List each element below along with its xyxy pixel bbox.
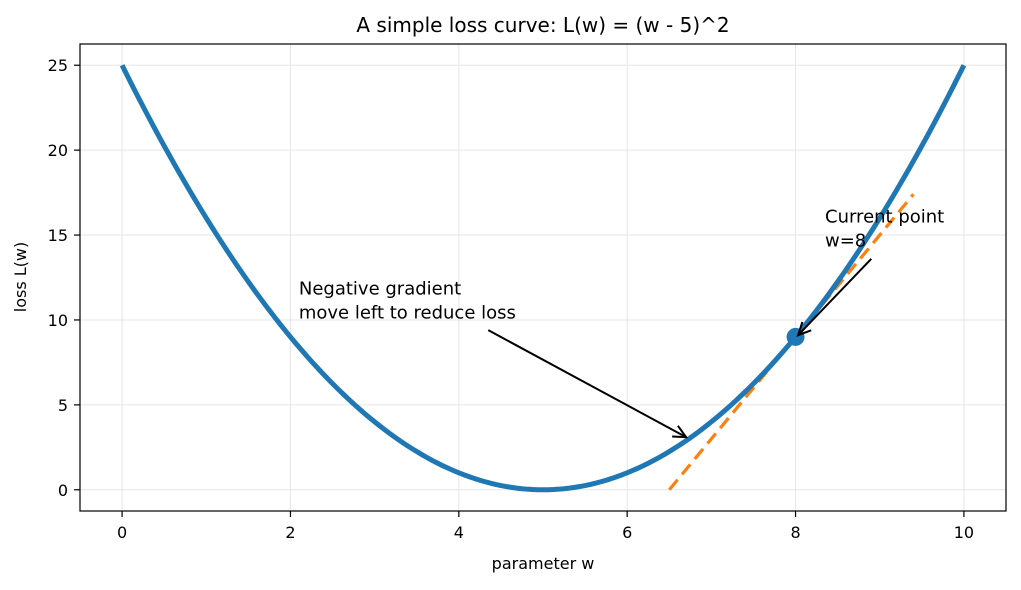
chart-title: A simple loss curve: L(w) = (w - 5)^2 (356, 13, 729, 37)
annotation-text: move left to reduce loss (299, 302, 516, 323)
y-tick-label: 5 (58, 396, 68, 415)
x-tick-label: 8 (790, 523, 800, 542)
annotations: Current point w=8 Negative gradient move le… (299, 206, 944, 439)
y-tick-label: 0 (58, 481, 68, 500)
plot-frame (79, 43, 1007, 512)
y-tick-label: 20 (48, 141, 68, 160)
loss-curve-line (119, 64, 967, 493)
annotation-arrow-head (796, 321, 812, 337)
x-tick-label: 10 (954, 523, 974, 542)
x-tick-label: 4 (454, 523, 464, 542)
annotation-text: Negative gradient (299, 278, 461, 299)
x-axis-label: parameter w (492, 554, 595, 573)
annotation-arrow-shaft (487, 329, 687, 439)
x-tick-label: 0 (117, 523, 127, 542)
grid-lines (80, 44, 1006, 511)
annotation-arrow-shaft (797, 258, 873, 336)
annotation-text: Current point (825, 206, 944, 227)
axis-ticks: 0 2 4 6 8 10 0 5 10 15 20 25 (48, 56, 974, 542)
y-tick-label: 15 (48, 226, 68, 245)
y-tick-label: 25 (48, 56, 68, 75)
annotation-arrow-head (672, 425, 689, 439)
annotation-text: w=8 (825, 230, 866, 251)
loss-curve-group (119, 64, 967, 493)
y-axis-label: loss L(w) (11, 242, 30, 312)
x-tick-label: 2 (285, 523, 295, 542)
y-tick-label: 10 (48, 311, 68, 330)
x-tick-label: 6 (622, 523, 632, 542)
